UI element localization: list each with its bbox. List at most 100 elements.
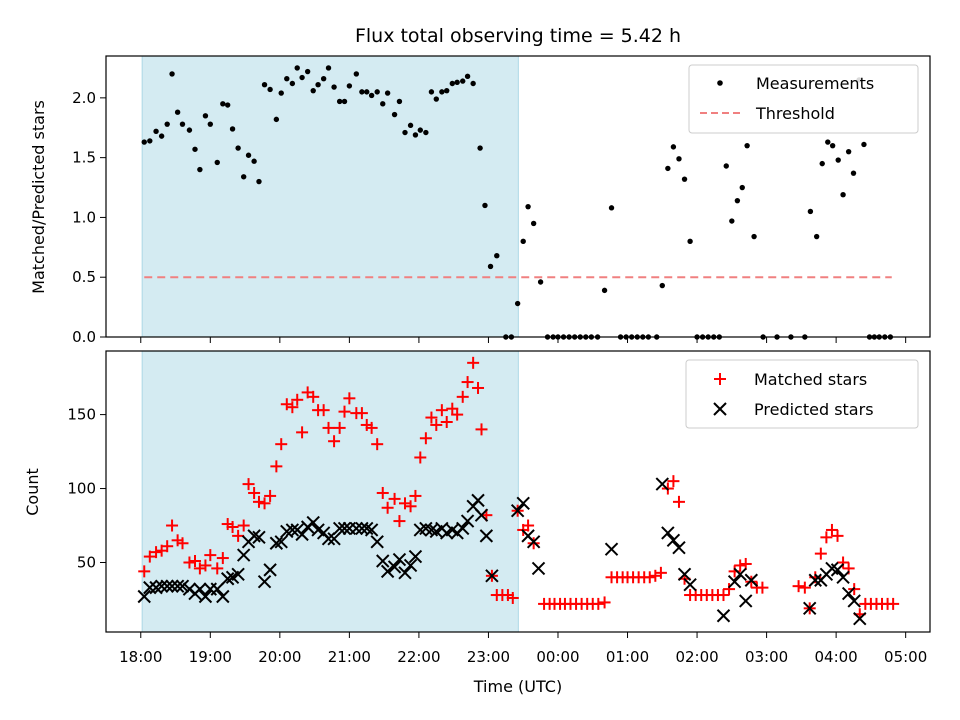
top-y-tick-label: 0.0 — [72, 328, 96, 346]
measurement-point — [681, 176, 688, 182]
measurement-point — [819, 160, 825, 167]
x-tick-label: 20:00 — [258, 648, 301, 666]
bottom-plot-frame — [105, 350, 931, 633]
matched-star-point — [440, 415, 453, 428]
matched-star-point — [307, 390, 320, 403]
predicted-star-point — [370, 535, 384, 549]
measurement-point — [229, 126, 236, 132]
matched-star-point — [242, 478, 255, 491]
measurement-point — [845, 148, 852, 155]
predicted-star-point — [295, 527, 309, 542]
predicted-star-point — [321, 532, 336, 546]
matched-star-point — [216, 552, 229, 565]
measurement-point — [428, 89, 435, 95]
measurement-point — [417, 127, 424, 133]
top-y-tick-label: 1.0 — [72, 208, 96, 226]
predicted-star-point — [479, 529, 494, 543]
predicted-star-point — [263, 563, 277, 577]
predicted-star-point — [727, 575, 742, 589]
predicted-star-point — [257, 575, 272, 589]
matched-star-point — [435, 404, 448, 417]
matched-star-point — [365, 421, 378, 434]
measurement-point — [202, 113, 209, 119]
matched-star-point — [189, 555, 202, 568]
matched-star-point — [150, 546, 163, 559]
measurement-point — [454, 79, 460, 86]
matched-star-point — [825, 523, 838, 536]
top-plot-frame — [105, 55, 931, 338]
measurement-point — [520, 238, 526, 245]
measurement-point — [304, 68, 311, 75]
matched-star-point — [371, 438, 384, 451]
predicted-star-point — [306, 515, 320, 530]
matched-star-point — [226, 520, 239, 533]
predicted-star-point — [175, 579, 190, 593]
predicted-star-point — [165, 579, 179, 593]
measurement-point — [601, 287, 608, 294]
matched-star-point — [275, 438, 288, 451]
top-y-tick-label: 0.5 — [72, 268, 96, 286]
matched-star-point — [193, 562, 206, 575]
legend-predicted-marker — [713, 402, 727, 416]
measurement-point — [813, 233, 820, 240]
matched-star-point — [672, 495, 685, 508]
matched-star-point — [598, 596, 611, 609]
predicted-star-point — [456, 521, 470, 536]
matched-star-point — [333, 421, 346, 434]
predicted-star-point — [672, 540, 686, 555]
measurement-point — [729, 218, 735, 224]
bottom-panel: 50 100 150 18:00 19:00 20:00 21:00 22:00 23:00 00… — [67, 350, 931, 666]
predicted-star-point — [460, 514, 475, 528]
matched-star-point — [338, 405, 351, 418]
x-tick-label: 18:00 — [119, 648, 162, 666]
x-tick-label: 02:00 — [675, 648, 718, 666]
predicted-star-point — [666, 533, 681, 548]
matched-star-point — [199, 559, 212, 572]
matched-star-point — [425, 411, 438, 424]
measurement-point — [396, 98, 403, 105]
predicted-star-point — [739, 594, 753, 608]
top-y-tick-label: 2.0 — [72, 89, 96, 107]
measurement-point — [482, 202, 488, 209]
matched-star-point — [745, 575, 758, 588]
matched-star-point — [343, 392, 356, 405]
matched-star-point — [734, 559, 747, 572]
measurement-point — [174, 109, 181, 115]
measurement-point — [267, 86, 273, 93]
measurement-point — [676, 156, 682, 162]
matched-star-point — [831, 529, 844, 542]
matched-star-point — [376, 486, 389, 499]
matched-star-point — [456, 390, 469, 403]
predicted-star-point — [349, 521, 364, 536]
predicted-star-point — [531, 561, 546, 576]
measurement-point — [299, 74, 305, 81]
measurement-point — [256, 178, 262, 185]
legend-measurements-marker — [717, 80, 723, 86]
measurement-point — [514, 300, 521, 307]
matched-star-point — [280, 398, 293, 411]
legend-matched-marker — [714, 373, 726, 385]
matched-star-point — [409, 489, 422, 502]
x-tick-label: 05:00 — [884, 648, 927, 666]
measurement-point — [186, 127, 193, 133]
matched-star-point — [506, 591, 519, 604]
predicted-star-point — [160, 579, 174, 593]
predicted-star-point — [198, 589, 213, 604]
measurement-point — [141, 139, 147, 145]
measurement-point — [169, 71, 175, 77]
matched-star-point — [252, 495, 265, 508]
measurement-point — [273, 116, 280, 123]
predicted-star-point — [510, 504, 525, 518]
measurement-point — [751, 233, 757, 240]
matched-star-point — [143, 550, 156, 563]
matched-star-point — [237, 519, 250, 532]
measurement-point — [341, 98, 348, 105]
matched-star-point — [430, 418, 443, 431]
measurement-point — [207, 121, 214, 127]
matched-star-point — [286, 401, 299, 414]
matched-star-point — [667, 475, 680, 488]
bottom-legend: Matched stars Predicted stars — [685, 359, 919, 429]
top-y-tick-label: 1.5 — [72, 149, 96, 167]
matched-star-point — [756, 581, 769, 594]
matched-star-point — [814, 547, 827, 560]
